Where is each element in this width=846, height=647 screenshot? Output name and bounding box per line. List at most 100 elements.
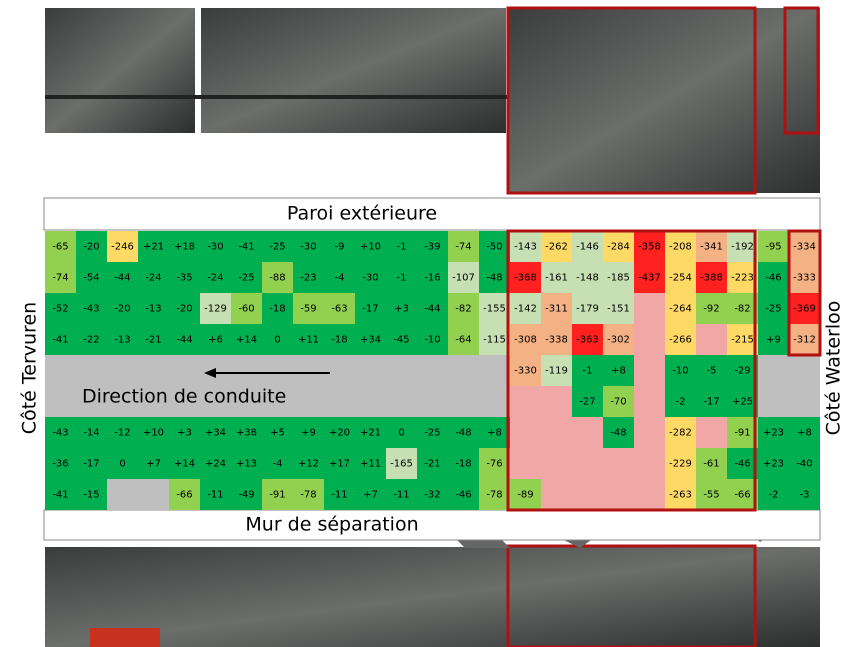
no-data-cell [634, 355, 665, 386]
empty-cell [169, 386, 200, 417]
cell [603, 386, 634, 417]
empty-cell [200, 386, 231, 417]
cell [572, 262, 603, 293]
empty-cell [479, 355, 510, 386]
cell [727, 293, 758, 324]
empty-cell [231, 386, 262, 417]
cell [324, 479, 355, 510]
cell-value: -143 [514, 242, 537, 253]
cell-value: -363 [576, 335, 599, 346]
cell-value: -89 [517, 490, 533, 501]
direction-label: Direction de conduite [82, 386, 286, 408]
cell [355, 293, 386, 324]
cell-value: +7 [146, 459, 161, 470]
cell-value: -16 [424, 273, 440, 284]
cell-value: -18 [269, 304, 285, 315]
cell [107, 231, 138, 262]
cell [479, 479, 510, 510]
cell-value: -65 [52, 242, 68, 253]
cell [696, 355, 727, 386]
cell-value: -66 [176, 490, 192, 501]
cell-value: +8 [797, 428, 812, 439]
cell [634, 262, 665, 293]
grid: -65 -20 -246 +21 +18 -30 -41 -25 -30 -9 +10 -1 -39 -7… [45, 231, 820, 510]
empty-cell [758, 386, 789, 417]
cell [727, 417, 758, 448]
cell [727, 262, 758, 293]
empty-cell [107, 386, 138, 417]
cell-value: -21 [424, 459, 440, 470]
cell-value: +21 [143, 242, 164, 253]
no-data-cell [603, 448, 634, 479]
cell-value: -30 [207, 242, 223, 253]
cell-value: -11 [393, 490, 409, 501]
cell [479, 448, 510, 479]
cell [479, 417, 510, 448]
cell [510, 479, 541, 510]
cell-value: -22 [83, 335, 99, 346]
cell-value: -266 [669, 335, 692, 346]
cell-value: -25 [238, 273, 254, 284]
cell-value: -41 [52, 335, 68, 346]
cell-value: -119 [545, 366, 568, 377]
empty-cell [138, 479, 169, 510]
no-data-cell [510, 417, 541, 448]
cell-value: -24 [207, 273, 223, 284]
cell [200, 479, 231, 510]
cell-value: +38 [236, 428, 257, 439]
cell-value: -185 [607, 273, 630, 284]
cell-value: -223 [731, 273, 754, 284]
cell [448, 324, 479, 355]
cell [417, 262, 448, 293]
top-box [43, 197, 821, 231]
no-data-cell [634, 324, 665, 355]
no-data-cell [696, 417, 727, 448]
empty-cell [479, 386, 510, 417]
empty-cell [417, 355, 448, 386]
cell [727, 448, 758, 479]
no-data-cell [634, 479, 665, 510]
cell-value: -48 [610, 428, 626, 439]
cell [231, 417, 262, 448]
no-data-cell [603, 479, 634, 510]
cell-value: -263 [669, 490, 692, 501]
cell [45, 324, 76, 355]
cell [665, 417, 696, 448]
cell [293, 324, 324, 355]
cell-value: -146 [576, 242, 599, 253]
cell-value: -46 [765, 273, 781, 284]
cell-value: +14 [174, 459, 195, 470]
cell-value: -5 [707, 366, 717, 377]
cell-value: -78 [300, 490, 316, 501]
cell-value: -48 [455, 428, 471, 439]
cell-value: -20 [114, 304, 130, 315]
cell-value: +10 [143, 428, 164, 439]
cell [758, 417, 789, 448]
cell-value: +8 [487, 428, 502, 439]
cell-value: +34 [360, 335, 381, 346]
cell-value: -2 [769, 490, 779, 501]
cell [138, 448, 169, 479]
cell-value: -36 [52, 459, 68, 470]
cell [448, 448, 479, 479]
cell-value: +12 [298, 459, 319, 470]
cell [541, 355, 572, 386]
cell [293, 231, 324, 262]
right-label: Côté Waterloo [823, 301, 845, 436]
cell [634, 231, 665, 262]
cell [324, 293, 355, 324]
cell [231, 448, 262, 479]
cell [758, 231, 789, 262]
cell-value: -25 [424, 428, 440, 439]
cell-value: -55 [703, 490, 719, 501]
cell-value: -155 [483, 304, 506, 315]
cell-value: -3 [800, 490, 810, 501]
cell-value: -23 [300, 273, 316, 284]
cell-value: -41 [238, 242, 254, 253]
cell [262, 293, 293, 324]
cell [293, 262, 324, 293]
cell-value: +9 [301, 428, 316, 439]
cell [572, 324, 603, 355]
cell [169, 324, 200, 355]
cell [386, 448, 417, 479]
